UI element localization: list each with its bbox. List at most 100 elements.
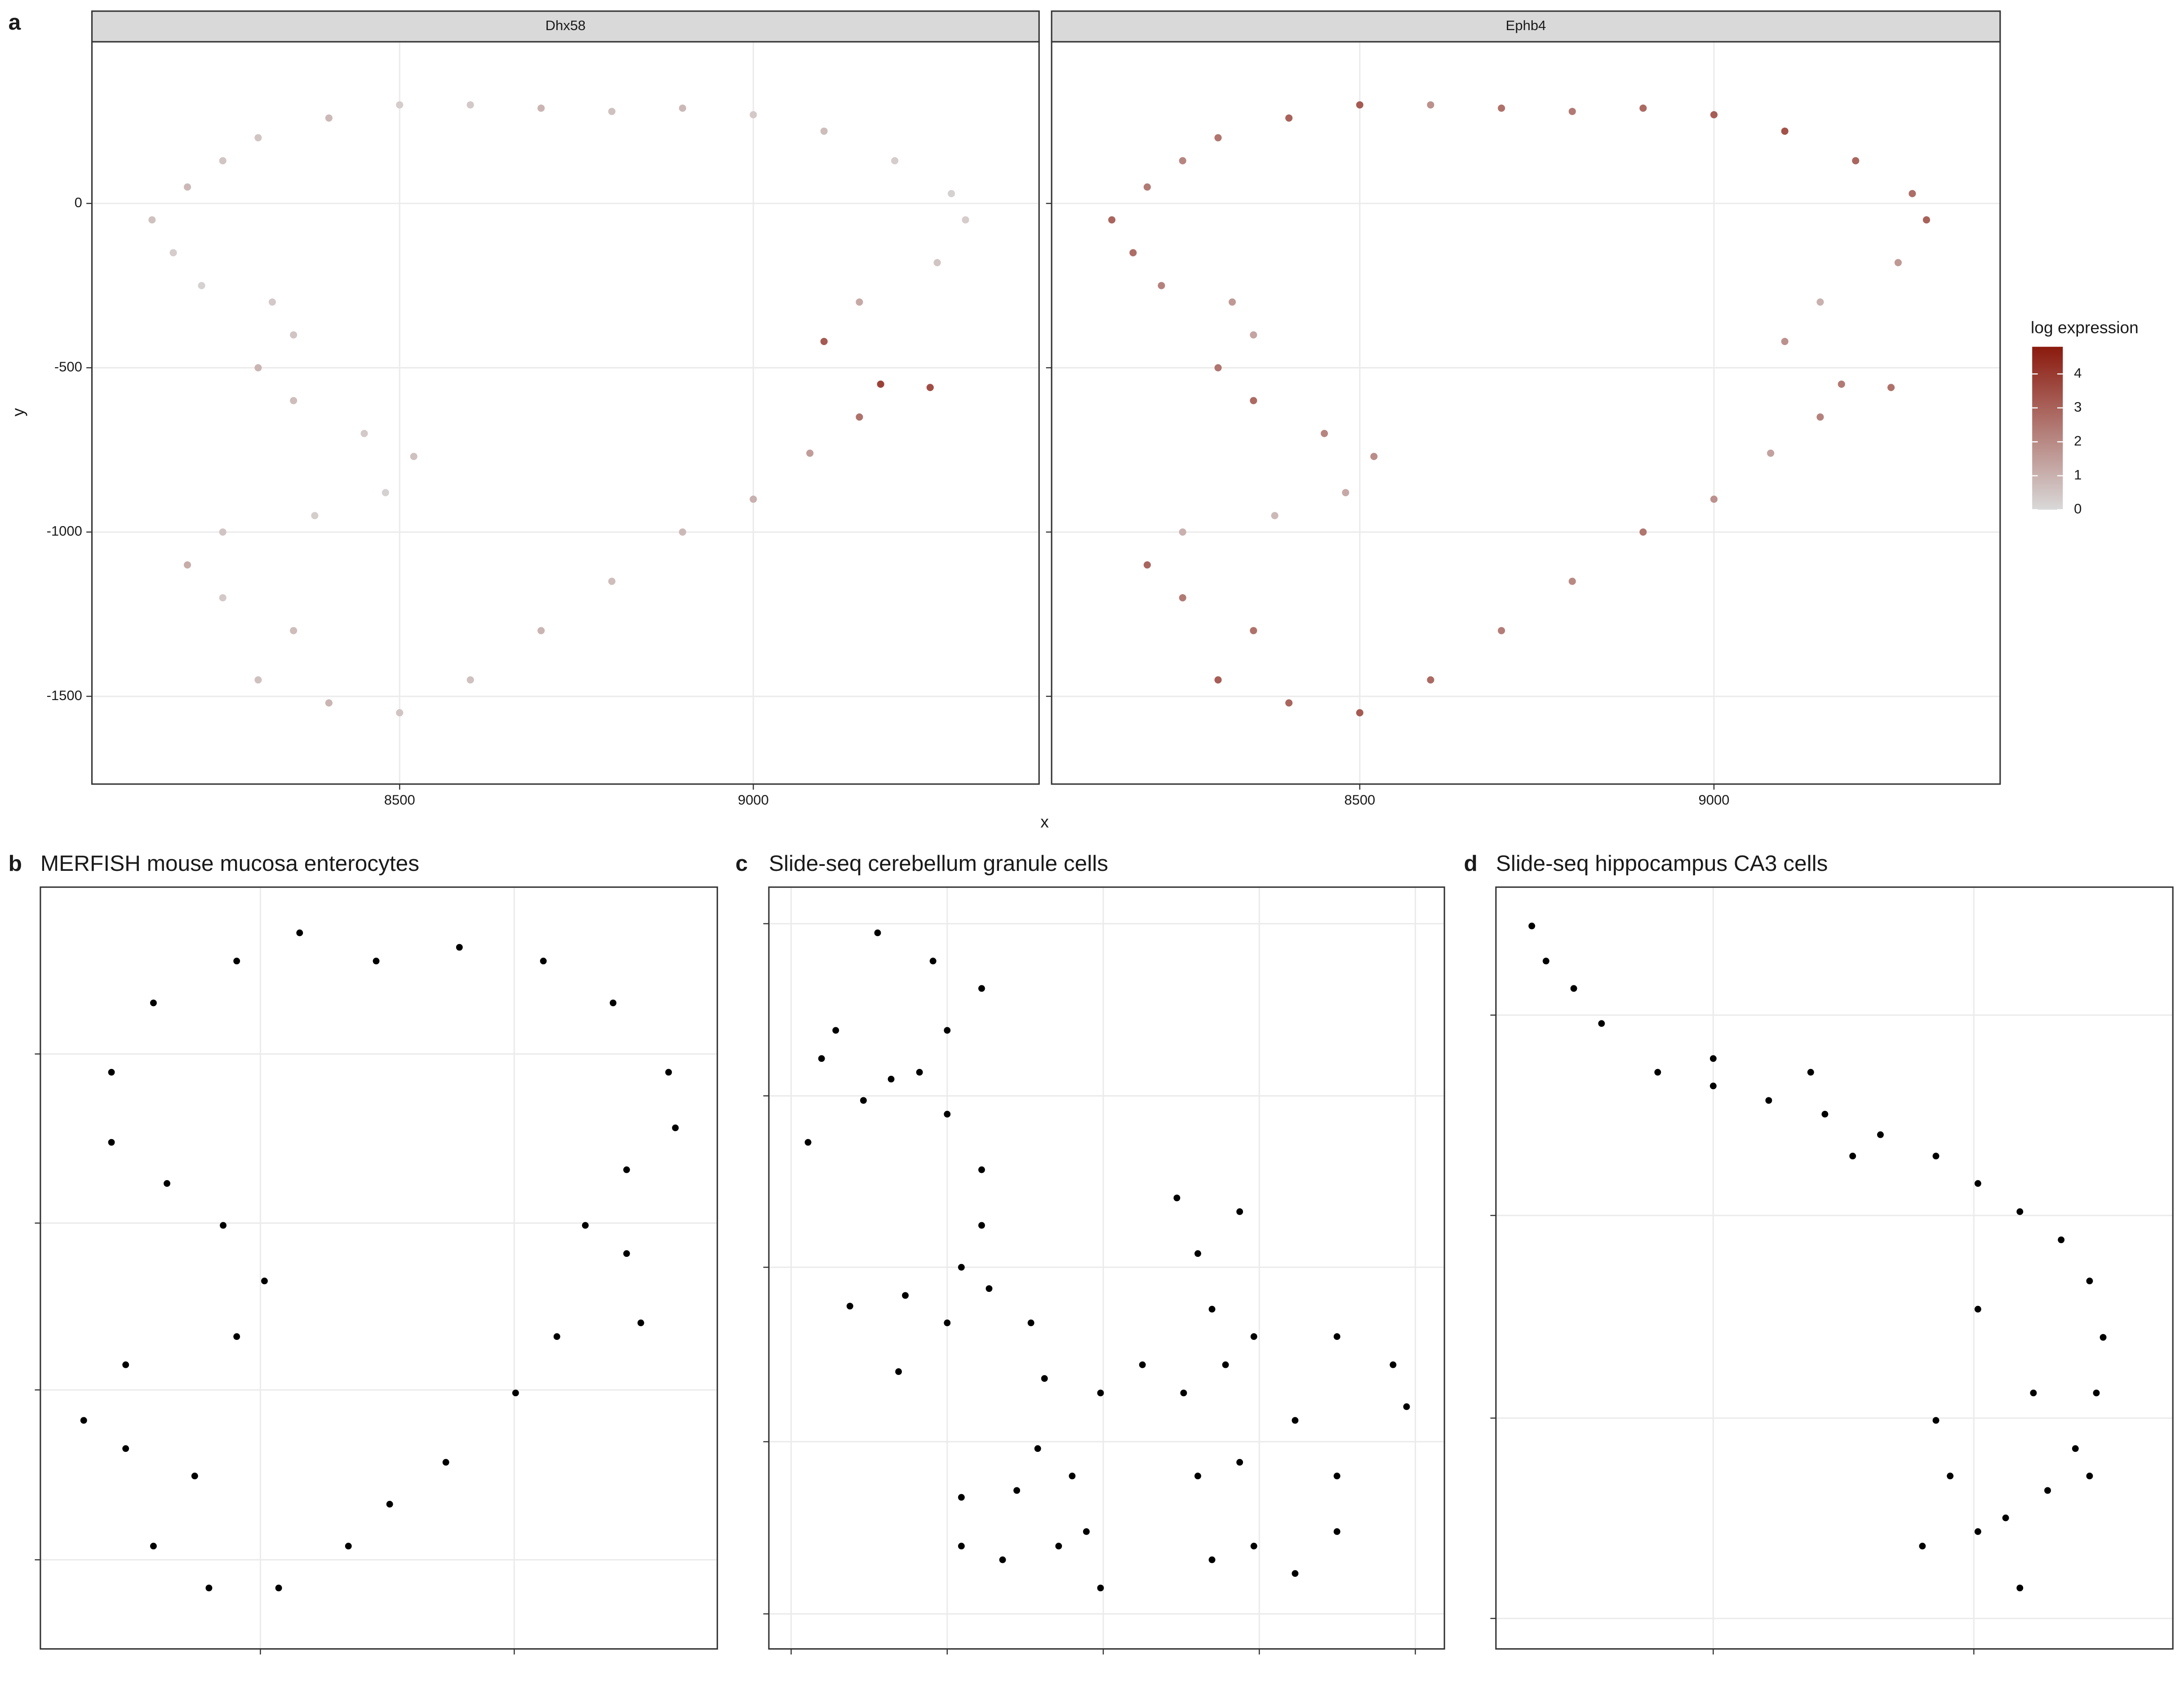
point (537, 627, 545, 634)
point (672, 1124, 679, 1131)
point (184, 561, 191, 569)
point (999, 1556, 1006, 1563)
point (1173, 1194, 1181, 1202)
point (150, 1543, 157, 1550)
point (1877, 1131, 1884, 1138)
x-tick-label: 8500 (384, 792, 415, 807)
point (1158, 282, 1165, 289)
point (1229, 298, 1236, 306)
point (108, 1069, 115, 1076)
point (1974, 1180, 1981, 1187)
plot-border (40, 886, 718, 1650)
point (1781, 127, 1789, 135)
point (1356, 101, 1363, 109)
point (1250, 1543, 1257, 1550)
point (1139, 1361, 1146, 1368)
point (1528, 923, 1536, 930)
point (1370, 452, 1378, 460)
point (1894, 259, 1902, 266)
point (665, 1069, 672, 1076)
point (2044, 1487, 2051, 1494)
point (219, 157, 226, 164)
point (2030, 1389, 2037, 1397)
point (1838, 380, 1845, 388)
x-axis-label: x (1040, 812, 1049, 831)
point (148, 216, 156, 224)
point (1129, 249, 1137, 257)
y-axis-label: y (9, 408, 27, 417)
point (2016, 1584, 2024, 1592)
point (1292, 1417, 1299, 1424)
point (1250, 331, 1257, 339)
point (679, 528, 686, 536)
panel-letter: a (9, 9, 21, 35)
point (466, 101, 474, 109)
point (396, 101, 404, 109)
point (122, 1361, 129, 1368)
point (806, 449, 814, 457)
point (1055, 1543, 1062, 1550)
point (1932, 1417, 1940, 1424)
point (1389, 1361, 1397, 1368)
x-tick-label: 9000 (1699, 792, 1730, 807)
point (290, 397, 297, 404)
point (1194, 1473, 1201, 1480)
point (1922, 216, 1930, 224)
point (1765, 1097, 1772, 1104)
point (233, 958, 240, 965)
point (1292, 1570, 1299, 1577)
point (1013, 1487, 1021, 1494)
point (944, 1027, 951, 1034)
point (750, 495, 757, 503)
point (261, 1277, 268, 1285)
point (442, 1459, 449, 1466)
point (2100, 1334, 2107, 1341)
point (958, 1543, 965, 1550)
color-bar-label: 1 (2074, 467, 2082, 483)
point (1427, 101, 1434, 109)
y-tick-label: -1500 (47, 688, 82, 703)
point (1568, 107, 1576, 115)
point (191, 1473, 198, 1480)
point (1285, 699, 1293, 707)
point (410, 452, 417, 460)
point (1250, 627, 1257, 634)
point (1214, 364, 1222, 372)
point (108, 1139, 115, 1146)
point (608, 107, 616, 115)
point (877, 380, 884, 388)
plot-background (1052, 41, 2000, 784)
point (1041, 1375, 1048, 1382)
y-tick-label: -500 (54, 359, 82, 375)
point (1852, 157, 1860, 164)
point (1821, 1111, 1829, 1118)
point (1709, 1082, 1717, 1090)
y-tick-label: 0 (75, 195, 82, 210)
point (1816, 298, 1824, 306)
point (1807, 1069, 1814, 1076)
point (1333, 1473, 1341, 1480)
point (978, 1222, 985, 1229)
point (1403, 1403, 1410, 1410)
point (1180, 1389, 1187, 1397)
point (219, 594, 226, 602)
point (2072, 1445, 2079, 1452)
point (947, 190, 955, 197)
point (2093, 1389, 2100, 1397)
point (962, 216, 969, 224)
point (1654, 1069, 1661, 1076)
point (1285, 114, 1293, 122)
point (1179, 594, 1186, 602)
point (1194, 1250, 1201, 1257)
point (944, 1319, 951, 1326)
point (466, 676, 474, 684)
point (679, 104, 686, 112)
facet-label: Dhx58 (546, 18, 586, 33)
point (537, 104, 545, 112)
point (1069, 1473, 1076, 1480)
legend-title: log expression (2031, 318, 2139, 337)
point (623, 1250, 630, 1257)
point (80, 1417, 87, 1424)
panel-title: Slide-seq hippocampus CA3 cells (1496, 851, 1828, 876)
